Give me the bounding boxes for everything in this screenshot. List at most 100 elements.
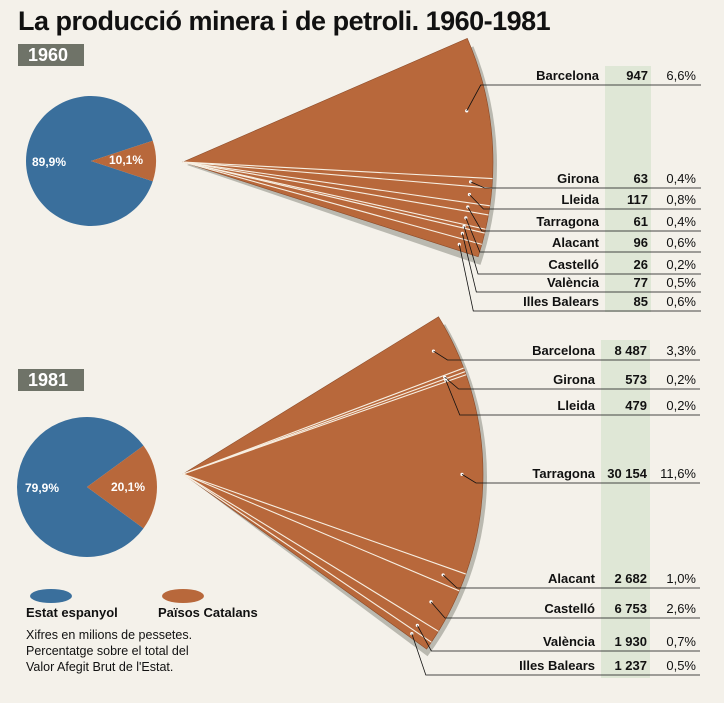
leader-line [430, 601, 700, 619]
region-percent: 0,2% [666, 257, 696, 272]
region-dot [466, 205, 470, 209]
pie-slice-estat [25, 95, 153, 226]
leader-line [416, 625, 700, 652]
leader-line [467, 206, 701, 232]
region-name: Illes Balears [519, 658, 595, 673]
region-name: Tarragona [532, 466, 595, 481]
region-name: Girona [553, 372, 596, 387]
leader-line [433, 350, 700, 361]
region-name: Alacant [548, 571, 596, 586]
pie-label-estat: 79,9% [25, 481, 59, 495]
leader-line [465, 217, 701, 253]
fan-divider [182, 473, 460, 592]
chart-title: La producció minera i de petroli. 1960-1… [18, 6, 551, 36]
region-dot [464, 216, 468, 220]
region-value: 6 753 [614, 601, 647, 616]
region-percent: 0,6% [666, 294, 696, 309]
leader-line [445, 380, 700, 416]
fan-divider [182, 161, 485, 234]
legend-swatch-estat [30, 589, 72, 603]
fan-divider [182, 473, 432, 643]
region-percent: 0,4% [666, 214, 696, 229]
region-value: 30 154 [607, 466, 648, 481]
region-percent: 6,6% [666, 68, 696, 83]
year-badge-1960: 1960 [18, 44, 84, 66]
leader-line [463, 226, 701, 275]
leader-line [470, 181, 701, 189]
region-percent: 3,3% [666, 343, 696, 358]
pie-label-paisos: 20,1% [111, 480, 145, 494]
region-percent: 0,2% [666, 372, 696, 387]
region-percent: 0,5% [666, 275, 696, 290]
region-percent: 0,8% [666, 192, 696, 207]
region-value: 61 [634, 214, 648, 229]
footnote-line: Valor Afegit Brut de l'Estat. [26, 660, 174, 674]
region-percent: 0,7% [666, 634, 696, 649]
value-column-band [601, 340, 650, 678]
footnote-line: Xifres en milions de pessetes. [26, 628, 193, 642]
pie-label-paisos: 10,1% [109, 153, 143, 167]
pie-slice-paisos [87, 445, 157, 529]
pie-slice-paisos [91, 140, 156, 182]
region-name: Castelló [544, 601, 595, 616]
region-dot [469, 180, 473, 184]
region-percent: 2,6% [666, 601, 696, 616]
pie-label-estat: 89,9% [32, 155, 66, 169]
fan-divider [182, 374, 467, 475]
region-percent: 0,4% [666, 171, 696, 186]
region-percent: 0,5% [666, 658, 696, 673]
fan-wedge [182, 316, 484, 650]
region-name: Tarragona [536, 214, 599, 229]
region-name: Illes Balears [523, 294, 599, 309]
region-value: 2 682 [614, 571, 647, 586]
region-value: 96 [634, 235, 648, 250]
footnote: Xifres en milions de pessetes. Percentat… [26, 627, 286, 675]
leader-line [461, 233, 701, 293]
region-name: Lleida [557, 398, 595, 413]
region-name: Castelló [548, 257, 599, 272]
value-column-band [605, 66, 651, 312]
leader-line [469, 194, 701, 210]
fan-divider [182, 161, 489, 216]
region-value: 85 [634, 294, 648, 309]
legend-label-estat: Estat espanyol [26, 605, 118, 620]
leader-line [466, 84, 701, 112]
fan-divider [182, 161, 493, 180]
pie-slice-estat [17, 417, 144, 557]
region-value: 573 [625, 372, 647, 387]
leader-line [444, 376, 700, 390]
region-name: Barcelona [532, 343, 596, 358]
legend-label-paisos: Països Catalans [158, 605, 258, 620]
region-name: València [547, 275, 600, 290]
region-percent: 0,6% [666, 235, 696, 250]
region-percent: 11,6% [660, 466, 696, 481]
fan-divider [182, 161, 492, 189]
leader-line [461, 474, 700, 484]
region-value: 77 [634, 275, 648, 290]
legend-swatch-paisos [162, 589, 204, 603]
fan-divider [182, 161, 486, 230]
region-name: Alacant [552, 235, 600, 250]
region-name: València [543, 634, 596, 649]
region-name: Barcelona [536, 68, 600, 83]
region-name: Girona [557, 171, 600, 186]
fan-divider [182, 161, 490, 207]
fan-divider [182, 367, 464, 475]
fan-divider [182, 161, 482, 245]
region-value: 63 [634, 171, 648, 186]
footnote-line: Percentatge sobre el total del [26, 644, 189, 658]
region-percent: 1,0% [666, 571, 696, 586]
region-value: 479 [625, 398, 647, 413]
leader-line [442, 574, 700, 589]
fan-divider [182, 473, 439, 632]
region-name: Lleida [561, 192, 599, 207]
region-percent: 0,2% [666, 398, 696, 413]
leader-line [458, 244, 701, 312]
year-badge-1981: 1981 [18, 369, 84, 391]
region-value: 947 [626, 68, 648, 83]
region-value: 8 487 [614, 343, 647, 358]
region-value: 1 930 [614, 634, 647, 649]
region-value: 26 [634, 257, 648, 272]
leader-line [411, 633, 700, 676]
